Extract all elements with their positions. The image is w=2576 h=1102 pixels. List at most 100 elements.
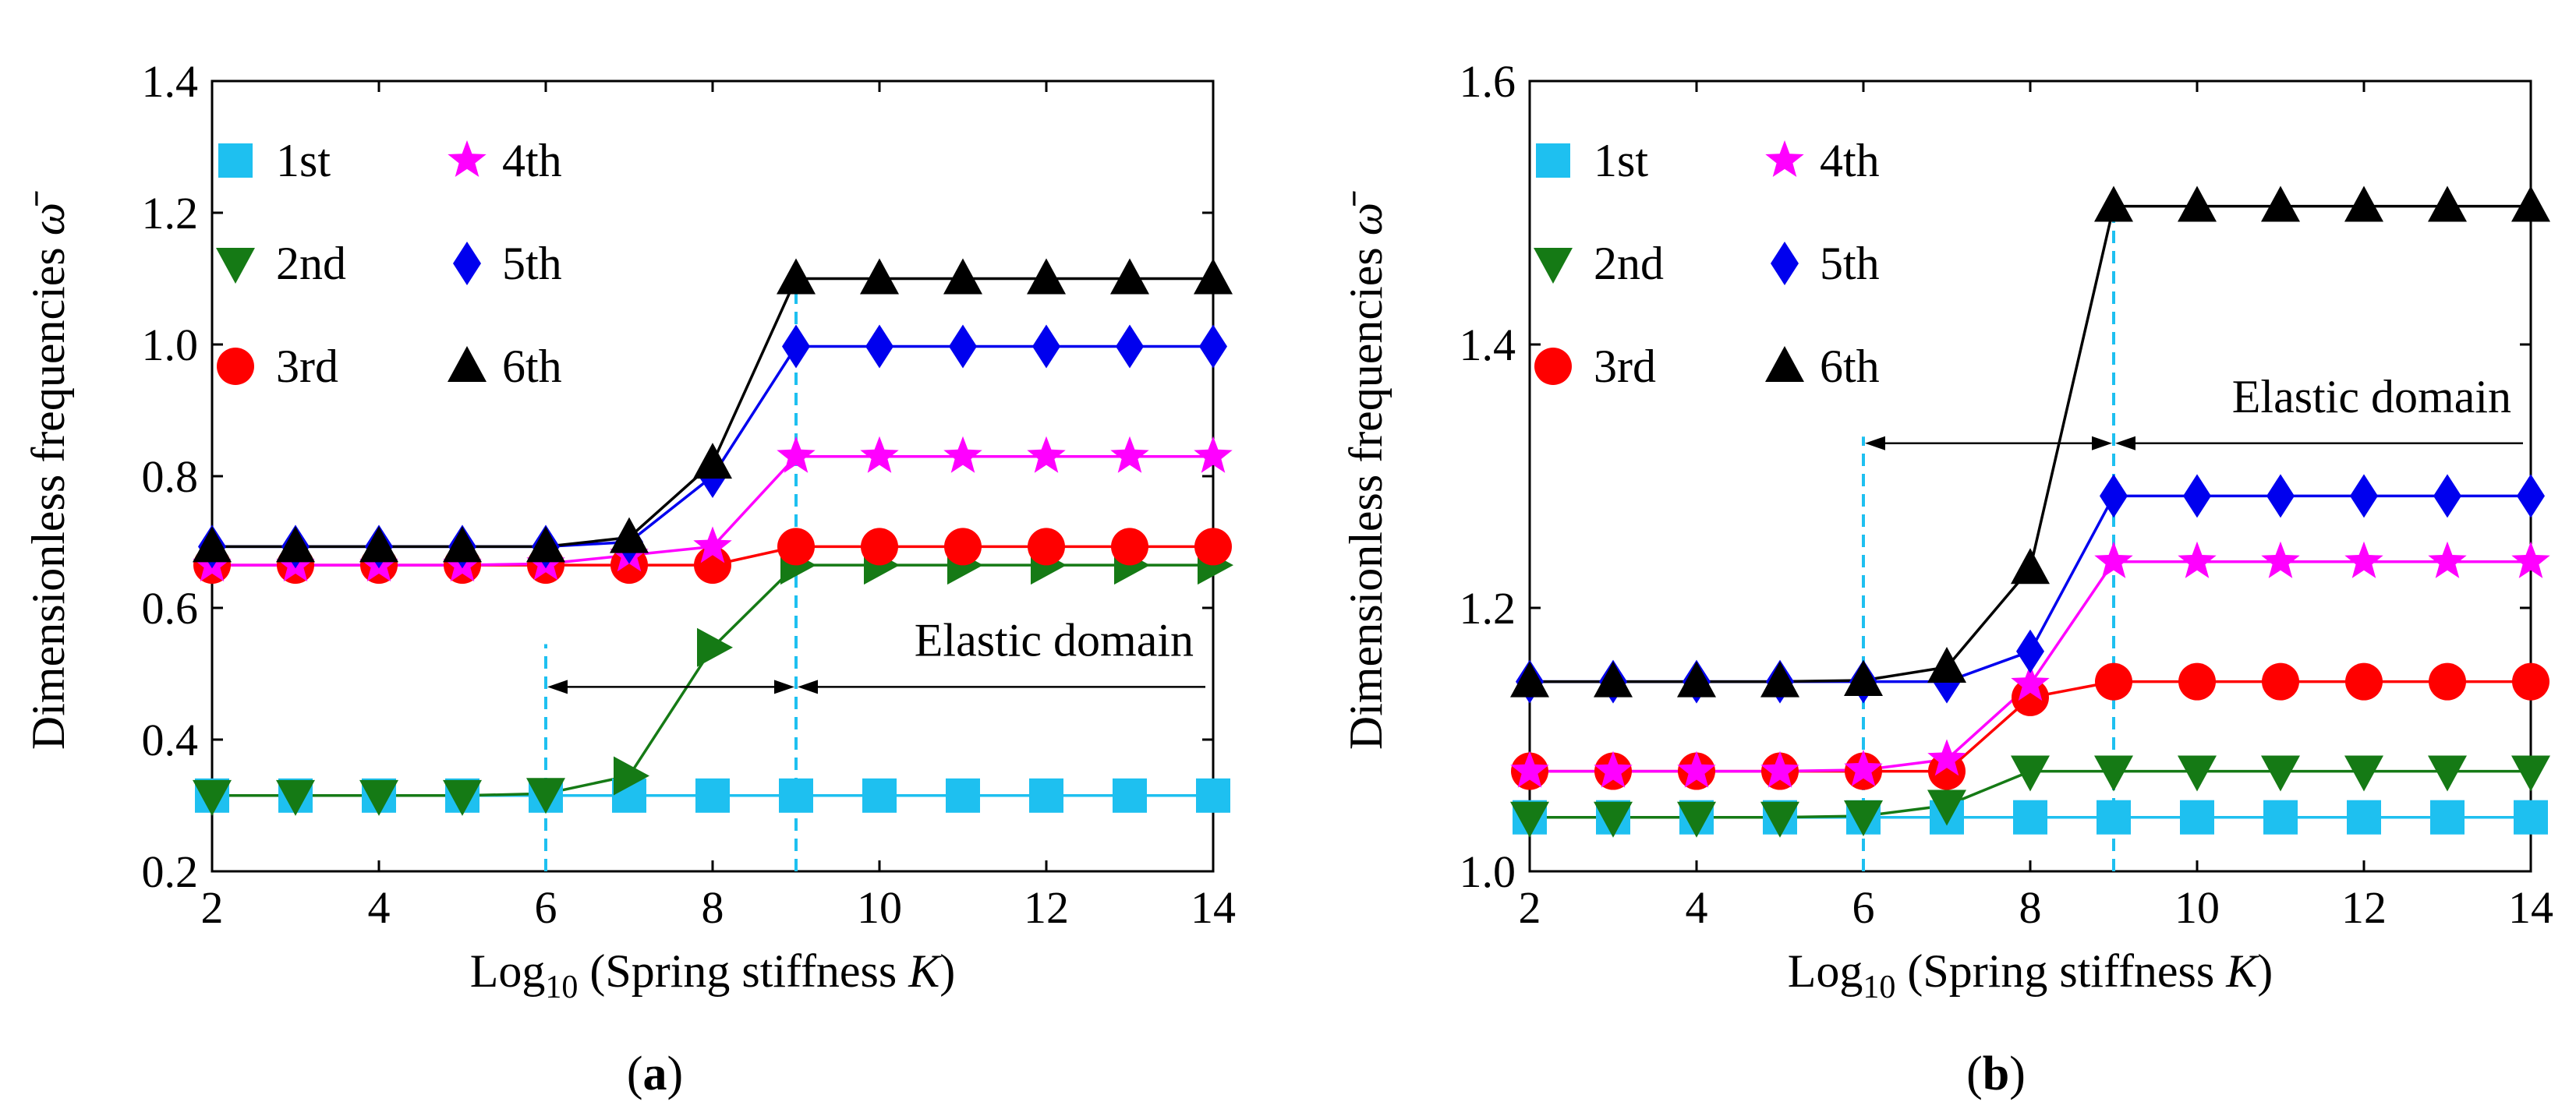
legend-label-5th: 5th [502, 238, 562, 289]
data-point-5th [2266, 474, 2295, 518]
data-point-2nd [193, 779, 232, 816]
data-point-1st [2013, 800, 2047, 835]
legend-marker-6th [448, 346, 487, 382]
x-tick-label: 10 [857, 882, 902, 933]
data-point-1st [2347, 800, 2381, 835]
data-point-1st [2430, 800, 2465, 835]
data-point-4th [777, 436, 816, 473]
data-point-6th [1927, 647, 1966, 683]
data-point-3rd [2095, 662, 2132, 701]
x-tick-label: 14 [1191, 882, 1236, 933]
arrow-head-left [547, 680, 568, 694]
data-point-2nd [1677, 801, 1716, 838]
data-point-4th [2511, 541, 2550, 578]
data-point-4th [2261, 541, 2300, 578]
data-point-3rd [1928, 752, 1966, 790]
data-point-2nd [614, 756, 649, 796]
data-point-2nd [526, 778, 565, 814]
y-tick-label: 1.4 [142, 56, 199, 107]
legend-marker-2nd [1534, 248, 1573, 284]
data-point-5th [865, 324, 893, 369]
data-point-5th [2183, 474, 2211, 518]
data-point-1st [2097, 800, 2131, 835]
data-point-6th [2178, 185, 2217, 222]
x-tick-label: 6 [535, 882, 557, 933]
data-point-1st [779, 778, 813, 813]
legend-label-6th: 6th [502, 341, 562, 392]
legend-label-3rd: 3rd [1594, 341, 1656, 392]
data-point-4th [2011, 664, 2050, 701]
legend-label-2nd: 2nd [1594, 238, 1664, 289]
legend-marker-2nd [216, 248, 255, 284]
data-point-4th [1844, 749, 1883, 786]
x-tick-label: 6 [1852, 882, 1875, 933]
legend-marker-6th [1765, 346, 1804, 382]
data-point-4th [1510, 751, 1549, 788]
data-point-5th [1116, 324, 1144, 369]
data-point-6th [2261, 185, 2300, 222]
data-point-4th [1760, 751, 1799, 788]
x-axis-label: Log10 (Spring stiffness K) [470, 945, 956, 1005]
data-point-6th [1194, 258, 1233, 295]
plot-frame [1528, 79, 2532, 873]
data-point-6th [1594, 661, 1633, 698]
data-point-5th [2100, 474, 2128, 518]
data-point-6th [610, 517, 649, 553]
data-point-3rd [1028, 528, 1065, 566]
legend-marker-5th [453, 242, 481, 285]
panel-label: (a) [627, 1047, 683, 1100]
data-point-1st [862, 778, 897, 813]
data-point-4th [943, 436, 982, 473]
data-point-5th [2517, 474, 2545, 518]
arrow-head-left [1865, 436, 1885, 450]
data-point-5th [2350, 474, 2378, 518]
data-point-2nd [2011, 755, 2050, 792]
x-axis-label: Log10 (Spring stiffness K) [1788, 945, 2273, 1005]
data-point-6th [193, 526, 232, 563]
x-tick-label: 12 [1024, 882, 1069, 933]
legend-marker-4th [448, 140, 487, 177]
data-point-3rd [1111, 528, 1148, 566]
legend-marker-3rd [217, 348, 254, 385]
data-point-4th [860, 436, 899, 473]
data-point-4th [1927, 739, 1966, 776]
chart-panel-b: 2 4 6 8 10 12 14 1.0 1.2 1.4 1.6 Log10 (Spring stif… [1340, 56, 2553, 1100]
data-point-6th [2344, 185, 2383, 222]
y-tick-label: 1.0 [142, 320, 199, 370]
data-point-1st [946, 778, 980, 813]
arrow-head-left [2115, 436, 2135, 450]
data-point-3rd [777, 528, 815, 566]
x-tick-label: 4 [368, 882, 391, 933]
data-point-5th [1199, 324, 1227, 369]
data-point-1st [1196, 778, 1230, 813]
data-point-6th [2511, 185, 2550, 222]
series-line-6th [212, 277, 1213, 549]
arrow-head-right [774, 680, 794, 694]
data-point-3rd [2345, 662, 2383, 701]
data-point-6th [2428, 185, 2467, 222]
y-tick-label: 1.0 [1460, 846, 1516, 897]
elastic-domain-label: Elastic domain [2232, 371, 2511, 422]
data-point-1st [695, 778, 730, 813]
legend-label-4th: 4th [502, 135, 562, 186]
y-tick-label: 1.2 [142, 188, 199, 238]
data-point-2nd [1510, 801, 1549, 838]
legend-marker-1st [218, 143, 253, 178]
y-tick-label: 0.6 [142, 583, 199, 634]
data-point-3rd [2178, 662, 2216, 701]
data-point-3rd [944, 528, 982, 566]
data-point-3rd [2429, 662, 2466, 701]
legend-marker-4th [1765, 140, 1804, 177]
legend-label-2nd: 2nd [276, 238, 346, 289]
x-tick-label: 8 [702, 882, 724, 933]
data-point-3rd [2012, 678, 2049, 716]
data-point-6th [276, 526, 315, 563]
data-point-3rd [1194, 528, 1232, 566]
legend-label-4th: 4th [1820, 135, 1880, 186]
data-point-2nd [2178, 755, 2217, 792]
data-point-6th [693, 443, 732, 479]
data-point-4th [1594, 751, 1633, 788]
y-axis-label: Dimensionless frequencies ω̄ [23, 191, 74, 750]
data-point-6th [1510, 661, 1549, 698]
data-point-4th [1677, 751, 1716, 788]
